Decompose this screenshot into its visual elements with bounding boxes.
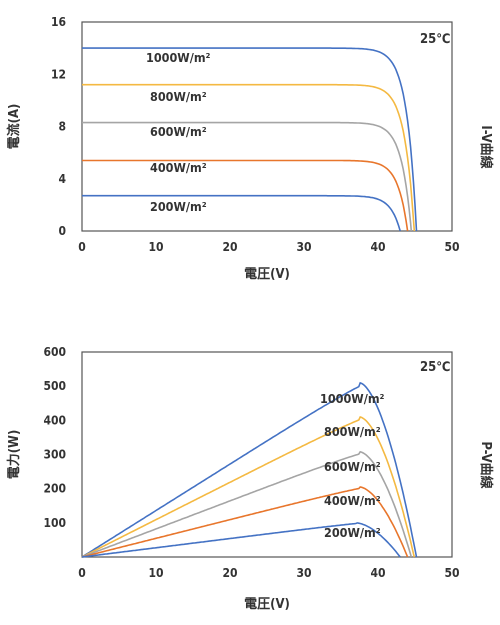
y-tick-label: 400 bbox=[43, 413, 66, 427]
series-label: 1000W/m² bbox=[146, 50, 211, 65]
series-label: 200W/m² bbox=[150, 199, 207, 214]
series-label: 1000W/m² bbox=[320, 391, 385, 406]
x-tick-label: 50 bbox=[444, 566, 459, 580]
series-line bbox=[82, 194, 401, 232]
x-tick-label: 40 bbox=[370, 240, 385, 254]
series-label: 400W/m² bbox=[324, 493, 381, 508]
series-label: 800W/m² bbox=[150, 89, 207, 104]
series-line bbox=[82, 159, 409, 232]
y-tick-label: 100 bbox=[43, 516, 66, 530]
series-line bbox=[81, 416, 416, 558]
y-tick-label: 600 bbox=[43, 345, 66, 359]
x-tick-label: 30 bbox=[296, 240, 311, 254]
x-tick-label: 40 bbox=[370, 566, 385, 580]
iv-chart: 0 10 20 30 40 50 0 4 8 12 16 電圧(V) 電流(A) I-V曲線 25℃ 1000… bbox=[6, 15, 494, 282]
series-label: 400W/m² bbox=[150, 160, 207, 175]
series-line bbox=[82, 121, 413, 232]
plot-frame bbox=[81, 351, 453, 558]
y-tick-label: 300 bbox=[43, 448, 66, 462]
y-tick-label: 500 bbox=[43, 379, 66, 393]
series-line bbox=[82, 83, 416, 232]
series-label: 600W/m² bbox=[150, 124, 207, 139]
y-tick-label: 8 bbox=[58, 120, 66, 134]
y-tick-label: 12 bbox=[51, 67, 66, 81]
curve-type-label: P-V曲線 bbox=[478, 441, 494, 489]
series-line bbox=[82, 47, 418, 232]
y-axis-label: 電力(W) bbox=[6, 430, 22, 480]
series-label: 600W/m² bbox=[324, 459, 381, 474]
x-tick-label: 20 bbox=[222, 240, 237, 254]
x-tick-label: 30 bbox=[296, 566, 311, 580]
series-label: 800W/m² bbox=[324, 424, 381, 439]
pv-chart: 0 10 20 30 40 50 100 200 300 400 500 600 電圧(V) 電力(W) P… bbox=[6, 345, 494, 612]
y-tick-label: 200 bbox=[43, 482, 66, 496]
y-tick-label: 0 bbox=[58, 224, 66, 238]
series-line bbox=[81, 381, 418, 558]
x-tick-label: 20 bbox=[222, 566, 237, 580]
y-axis-label: 電流(A) bbox=[6, 104, 22, 150]
x-tick-label: 0 bbox=[78, 566, 86, 580]
temperature-label: 25℃ bbox=[420, 32, 450, 47]
x-tick-label: 10 bbox=[148, 240, 163, 254]
series-line bbox=[81, 486, 409, 558]
series-line bbox=[81, 522, 401, 558]
curve-type-label: I-V曲線 bbox=[478, 125, 494, 169]
y-tick-label: 4 bbox=[58, 172, 66, 186]
temperature-label: 25℃ bbox=[420, 360, 450, 375]
plot-frame bbox=[81, 21, 453, 232]
y-tick-label: 16 bbox=[51, 15, 66, 29]
series-line bbox=[81, 450, 413, 558]
x-axis-label: 電圧(V) bbox=[244, 597, 290, 612]
x-tick-label: 0 bbox=[78, 240, 86, 254]
x-axis-label: 電圧(V) bbox=[244, 267, 290, 282]
series-label: 200W/m² bbox=[324, 525, 381, 540]
x-tick-label: 10 bbox=[148, 566, 163, 580]
x-tick-label: 50 bbox=[444, 240, 459, 254]
